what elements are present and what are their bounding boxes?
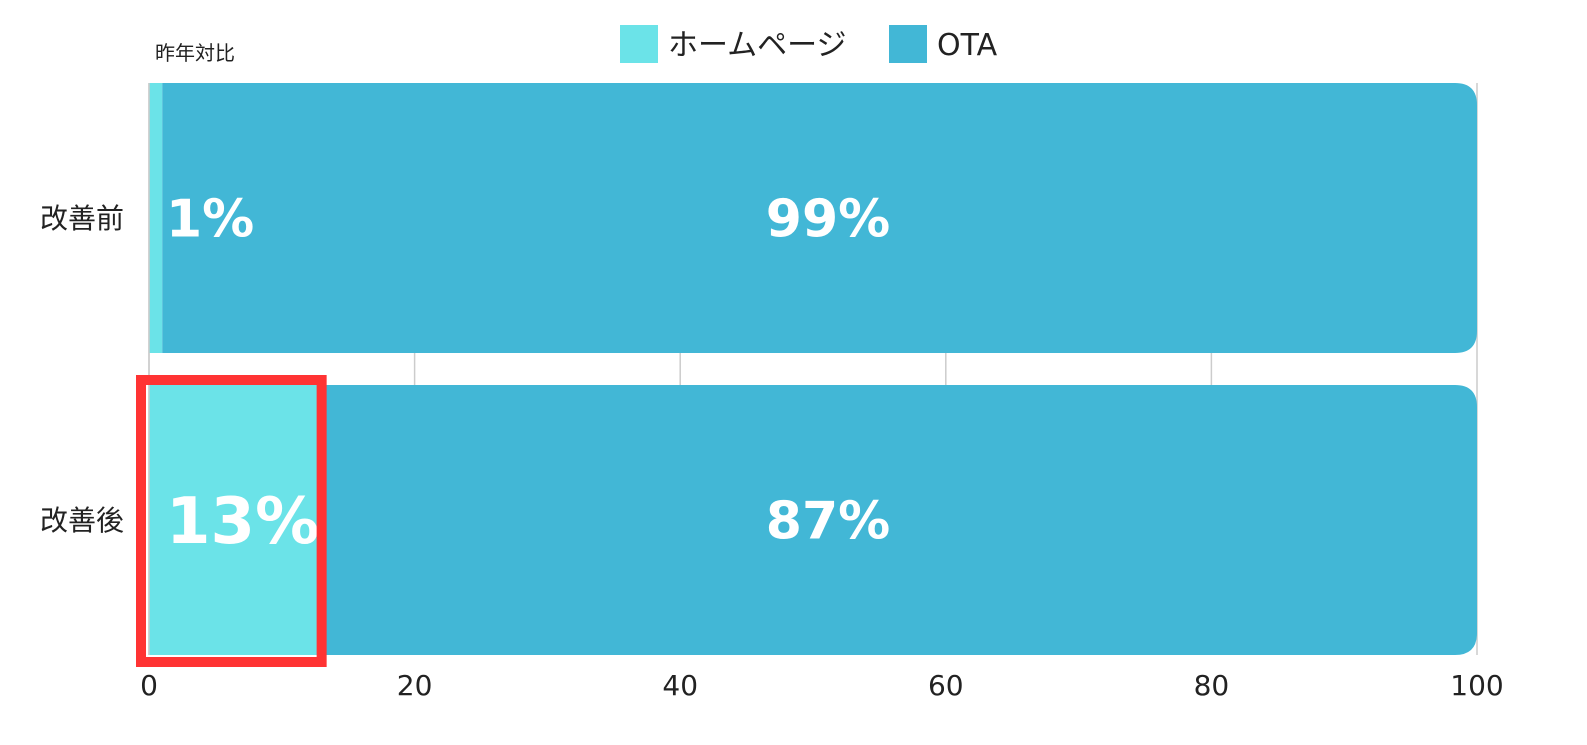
x-tick-label: 100: [1450, 669, 1503, 702]
x-tick-label: 80: [1194, 669, 1230, 702]
legend-swatch-ota: [889, 25, 927, 63]
data-label-homepage: 1%: [166, 190, 254, 250]
bars: [149, 83, 1477, 655]
bar-ota-after: [321, 385, 1477, 655]
highlight-box: [136, 375, 327, 667]
data-label-homepage: 13%: [166, 485, 319, 559]
chart-subtitle: 昨年対比: [155, 41, 235, 65]
x-tick-label: 0: [140, 669, 158, 702]
x-tick-label: 40: [662, 669, 698, 702]
bar-ota-before: [162, 83, 1477, 353]
bar-homepage-before: [149, 83, 163, 353]
bar-homepage-after: [149, 385, 322, 655]
data-labels: 1% 99% 13% 87%: [166, 190, 890, 559]
data-label-ota: 87%: [766, 492, 890, 552]
x-tick-label: 20: [397, 669, 433, 702]
legend-swatch-homepage: [620, 25, 658, 63]
x-tick-label: 60: [928, 669, 964, 702]
legend-label-homepage: ホームページ: [668, 28, 847, 63]
category-label: 改善後: [40, 504, 124, 537]
highlight-layer: [136, 375, 327, 667]
category-label: 改善前: [40, 202, 124, 235]
legend-label-ota: OTA: [937, 28, 998, 63]
data-label-ota: 99%: [766, 190, 890, 250]
legend: 昨年対比 ホームページ OTA: [155, 25, 998, 65]
